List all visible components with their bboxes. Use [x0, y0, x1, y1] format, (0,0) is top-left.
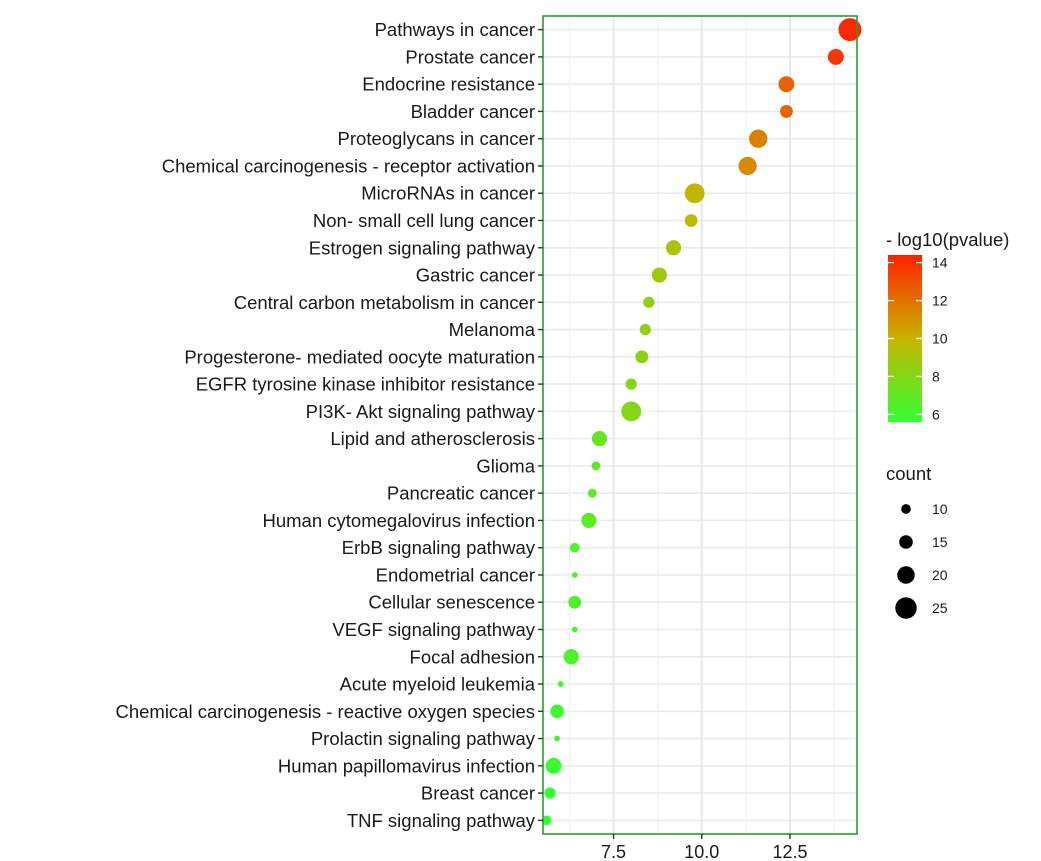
y-tick-label: Proteoglycans in cancer [338, 128, 535, 149]
y-tick-label: Glioma [476, 455, 535, 476]
y-tick-label: Chemical carcinogenesis - receptor activ… [162, 155, 535, 176]
data-point [621, 401, 642, 422]
y-tick-label: Endocrine resistance [362, 74, 535, 95]
y-tick-label: VEGF signaling pathway [332, 619, 535, 640]
data-point [581, 512, 597, 529]
data-point [568, 595, 582, 609]
size-legend-label: 25 [932, 600, 948, 616]
size-legend-key [899, 535, 913, 549]
y-tick-label: Chemical carcinogenesis - reactive oxyge… [115, 701, 535, 722]
x-tick-label: 10.0 [684, 842, 719, 861]
data-point [550, 704, 564, 719]
y-tick-label: Estrogen signaling pathway [309, 237, 536, 258]
data-point [625, 378, 637, 390]
y-tick-label: Human papillomavirus infection [278, 755, 535, 776]
grid-lines [543, 16, 857, 834]
data-point [569, 542, 580, 553]
y-tick-label: Pathways in cancer [375, 19, 535, 40]
y-tick-label: Bladder cancer [411, 101, 535, 122]
color-legend-tick-label: 14 [932, 255, 948, 271]
color-legend-tick-label: 8 [932, 368, 940, 384]
data-point [665, 240, 682, 256]
data-point [838, 18, 862, 42]
data-point [544, 787, 556, 799]
data-point [571, 572, 578, 578]
y-tick-label: Central carbon metabolism in cancer [234, 292, 535, 313]
data-point [780, 105, 793, 118]
color-legend-tick-label: 6 [932, 406, 940, 422]
y-tick-label: Gastric cancer [416, 265, 535, 286]
y-tick-label: Pancreatic cancer [387, 483, 535, 504]
y-tick-label: Prolactin signaling pathway [311, 728, 536, 749]
data-point [591, 431, 608, 447]
x-tick-label: 12.5 [772, 842, 807, 861]
data-point [639, 323, 651, 336]
y-tick-label: Acute myeloid leukemia [340, 674, 536, 695]
data-point [545, 757, 562, 774]
x-axis: 7.5 10.0 12.5 [601, 834, 807, 861]
data-point [587, 488, 597, 498]
plot-panel [543, 16, 857, 834]
y-tick-label: Human cytomegalovirus infection [263, 510, 536, 531]
y-tick-label: Breast cancer [421, 783, 535, 804]
y-tick-label: Progesterone- mediated oocyte maturation [184, 346, 535, 367]
y-tick-label: TNF signaling pathway [347, 810, 536, 831]
color-legend: - log10(pvalue) 6 8 10 12 14 [886, 229, 1009, 422]
data-point [563, 649, 579, 665]
y-tick-label: ErbB signaling pathway [342, 537, 536, 558]
data-point [557, 681, 564, 687]
data-point [738, 156, 757, 176]
size-legend: count 10 15 20 25 [886, 463, 948, 619]
data-points [541, 18, 862, 826]
y-tick-label: EGFR tyrosine kinase inhibitor resistanc… [196, 374, 535, 395]
data-point [778, 76, 795, 93]
y-tick-label: PI3K- Akt signaling pathway [306, 401, 536, 422]
data-point [571, 626, 578, 633]
size-legend-label: 10 [932, 501, 948, 517]
y-tick-label: Endometrial cancer [376, 564, 535, 585]
y-tick-label: Cellular senescence [368, 592, 535, 613]
data-point [651, 267, 668, 283]
color-legend-tick-label: 12 [932, 293, 948, 309]
y-tick-label: Melanoma [449, 319, 536, 340]
data-point [827, 48, 844, 65]
data-point [749, 129, 768, 148]
color-legend-title: - log10(pvalue) [886, 229, 1009, 250]
data-point [635, 350, 649, 364]
size-legend-title: count [886, 463, 931, 484]
y-tick-label: Focal adhesion [410, 646, 535, 667]
data-point [541, 815, 552, 826]
size-legend-label: 15 [932, 534, 948, 550]
color-legend-tick-label: 10 [932, 331, 948, 347]
y-tick-label: Prostate cancer [405, 46, 535, 67]
size-legend-label: 20 [932, 567, 948, 583]
size-legend-key [895, 597, 917, 619]
y-tick-label: Non- small cell lung cancer [313, 210, 535, 231]
data-point [591, 461, 601, 471]
y-tick-label: MicroRNAs in cancer [361, 183, 535, 204]
data-point [643, 296, 655, 308]
data-point [684, 214, 698, 227]
data-point [554, 735, 561, 742]
size-legend-key [901, 504, 911, 514]
x-tick-label: 7.5 [601, 842, 626, 861]
y-tick-label: Lipid and atherosclerosis [330, 428, 535, 449]
data-point [684, 183, 705, 204]
size-legend-key [897, 566, 915, 584]
plot-border [542, 15, 858, 835]
y-axis: Pathways in cancer Prostate cancer Endocri… [115, 19, 543, 831]
